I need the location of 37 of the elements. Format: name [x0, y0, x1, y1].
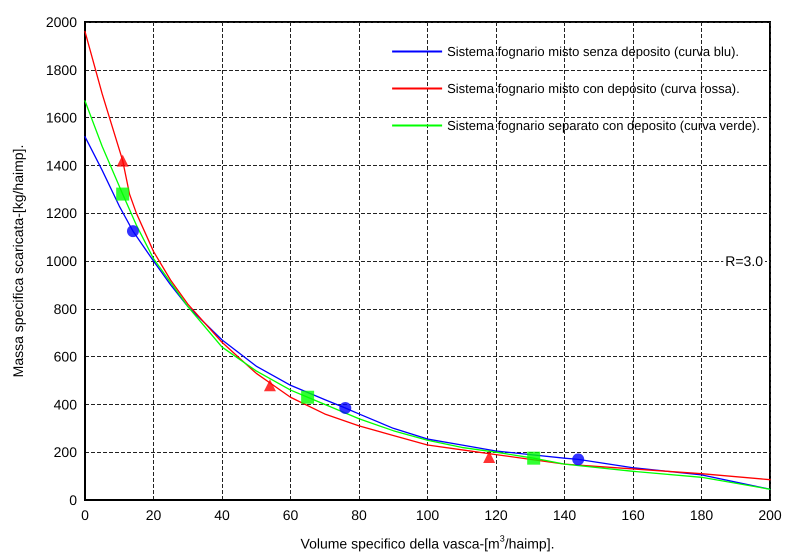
- x-tick-label: 180: [690, 507, 714, 523]
- y-tick-label: 1400: [46, 157, 78, 174]
- point: [116, 154, 129, 167]
- line-series: [84, 30, 771, 480]
- point: [339, 402, 352, 414]
- point: [116, 188, 130, 201]
- y-tick-label: 200: [54, 444, 78, 460]
- y-tick-label: 2000: [46, 14, 78, 30]
- point: [264, 379, 276, 392]
- x-tick-label: 80: [351, 507, 367, 523]
- x-tick-label: 140: [552, 507, 576, 523]
- y-tick-label: 600: [54, 348, 78, 365]
- x-tick-label: 60: [282, 507, 298, 523]
- x-tick-label: 100: [416, 507, 440, 523]
- x-tick-label: 200: [758, 507, 782, 523]
- annotation: R=3.0: [725, 253, 764, 269]
- x-tick-label: 0: [81, 507, 90, 523]
- y-tick-label: 1800: [46, 62, 78, 78]
- y-tick-label: 400: [54, 396, 78, 412]
- x-tick-label: 40: [214, 507, 230, 523]
- legend-label: Sistema fognario misto con deposito (curva rossa).: [447, 81, 740, 96]
- y-tick-label: 1200: [46, 205, 78, 222]
- y-tick-label: 1000: [46, 253, 78, 269]
- y-tick-label: 800: [54, 300, 78, 317]
- x-tick-label: 160: [621, 507, 645, 523]
- y-tick-label: 1600: [46, 110, 78, 126]
- y-tick-label: 0: [69, 492, 78, 508]
- legend-label: Sistema fognario misto senza deposito (curva blu).: [447, 44, 740, 59]
- point: [301, 390, 314, 404]
- x-tick-label: 20: [146, 507, 162, 523]
- point: [572, 453, 584, 466]
- y-axis-title: Massa specifica scaricata-[kg/haimp].: [10, 144, 26, 378]
- point: [527, 452, 540, 465]
- point: [483, 450, 496, 463]
- point: [126, 225, 139, 238]
- x-tick-label: 120: [484, 507, 508, 523]
- legend-label: Sistema fognario separato con deposito (curva verde).: [447, 118, 760, 133]
